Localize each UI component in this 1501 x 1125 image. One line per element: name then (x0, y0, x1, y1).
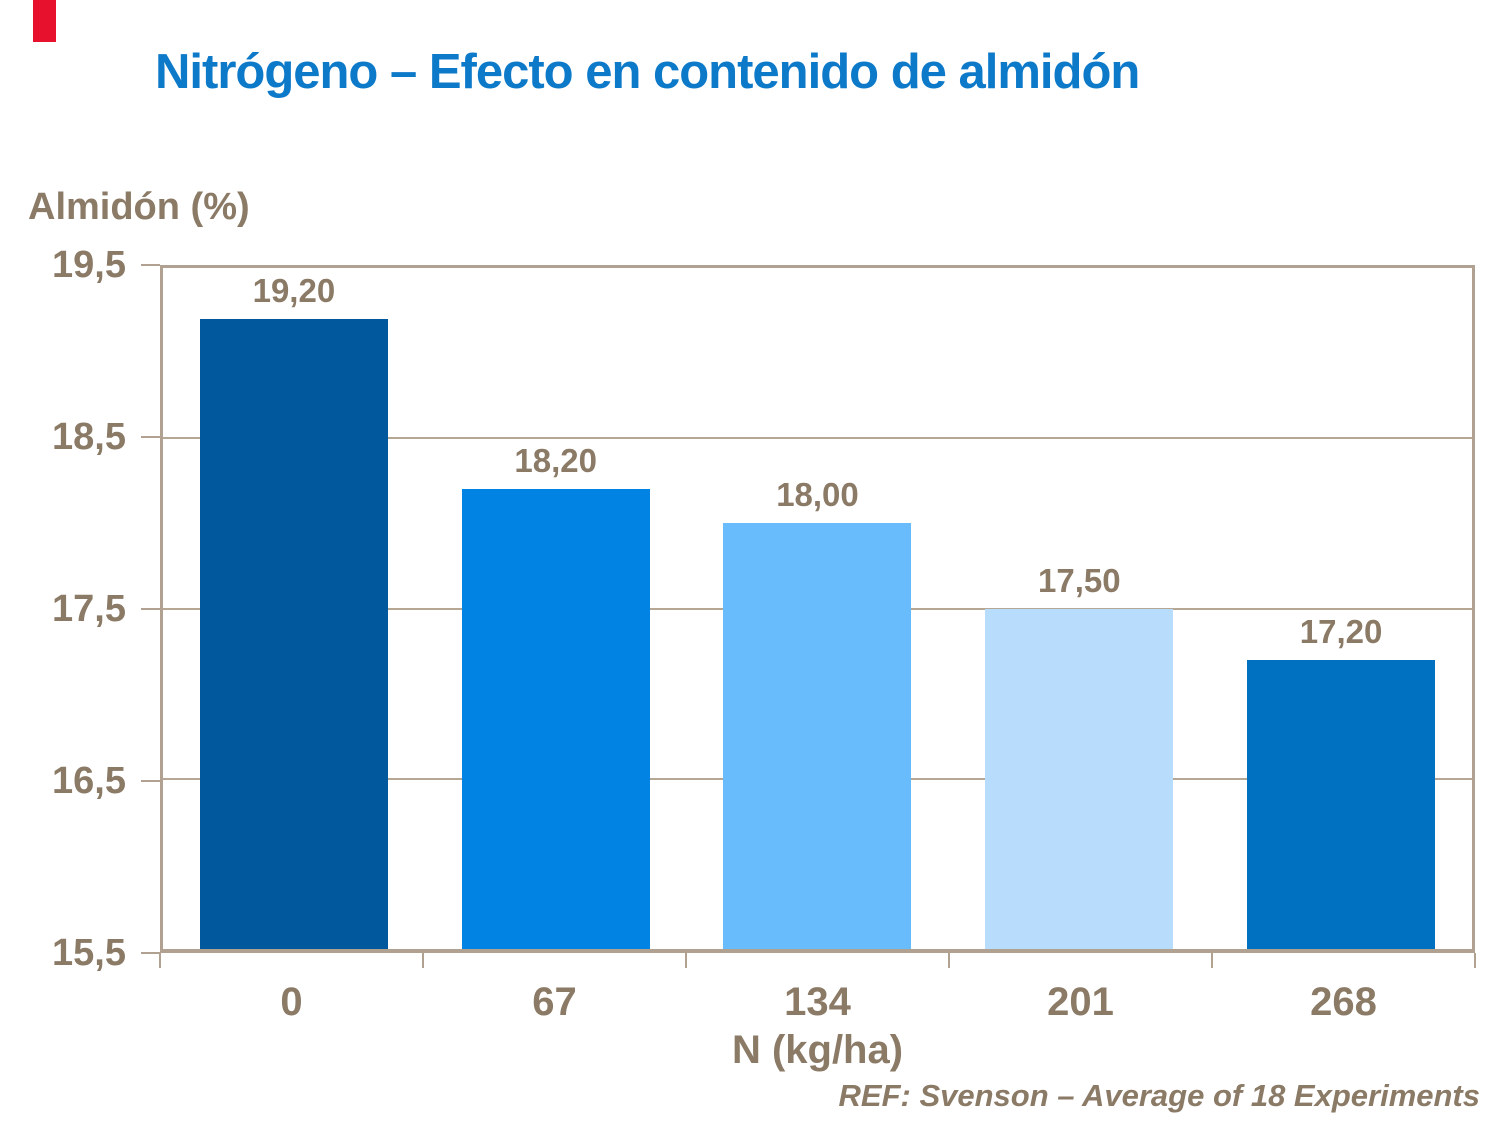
y-tick-label: 17,5 (52, 588, 126, 630)
gridline (163, 437, 1472, 440)
bar-0 (199, 319, 388, 949)
y-tick-mark (141, 952, 160, 954)
y-tick-mark (141, 608, 160, 610)
x-tick-label: 268 (1310, 980, 1377, 1024)
y-tick-mark (141, 264, 160, 266)
y-tick-label: 18,5 (52, 416, 126, 458)
y-tick-label: 15,5 (52, 932, 126, 974)
chart-title: Nitrógeno – Efecto en contenido de almid… (155, 45, 1140, 99)
bar-value-label: 17,20 (1299, 612, 1383, 650)
y-tick-label: 19,5 (52, 244, 126, 286)
x-tick-label: 134 (784, 980, 851, 1024)
bars-row: 19,20 18,20 18,00 17,50 17,20 (163, 268, 1472, 949)
x-tick-mark (159, 953, 161, 968)
red-accent-mark (33, 0, 56, 42)
x-tick-mark (1211, 953, 1213, 968)
x-axis-tick-marks (159, 953, 1476, 968)
bar-value-label: 18,00 (776, 476, 859, 514)
x-tick-mark (422, 953, 424, 968)
reference-note: REF: Svenson – Average of 18 Experiments (838, 1078, 1480, 1113)
bar-slot: 17,50 (948, 268, 1210, 949)
bar-value-label: 18,20 (514, 442, 597, 480)
x-tick-label: 67 (532, 980, 577, 1024)
x-tick-mark (1474, 953, 1476, 968)
y-axis-title: Almidón (%) (28, 186, 250, 228)
bar-slot: 19,20 (163, 268, 425, 949)
x-axis-tick-labels: 0 67 134 201 268 (160, 982, 1475, 1022)
bar-201 (985, 608, 1174, 949)
x-axis-title: N (kg/ha) (731, 1028, 904, 1072)
x-tick-mark (685, 953, 687, 968)
bar-value-label: 19,20 (252, 272, 336, 310)
y-tick-label: 16,5 (52, 760, 126, 802)
x-tick-mark (948, 953, 950, 968)
x-tick-label: 201 (1047, 980, 1114, 1024)
x-tick-label: 0 (280, 980, 303, 1024)
bar-value-label: 17,50 (1037, 561, 1121, 599)
bar-134 (723, 523, 912, 949)
y-tick-mark (141, 436, 160, 438)
y-axis-tick-marks (141, 264, 160, 954)
bar-268 (1247, 659, 1436, 949)
bar-slot: 17,20 (1210, 268, 1472, 949)
y-axis-tick-labels: 19,5 18,5 17,5 16,5 15,5 (0, 246, 126, 972)
bar-slot: 18,20 (425, 268, 687, 949)
plot-area: 19,20 18,20 18,00 17,50 17,20 (160, 265, 1475, 953)
bar-67 (461, 489, 650, 949)
y-tick-mark (141, 780, 160, 782)
bar-slot: 18,00 (687, 268, 949, 949)
